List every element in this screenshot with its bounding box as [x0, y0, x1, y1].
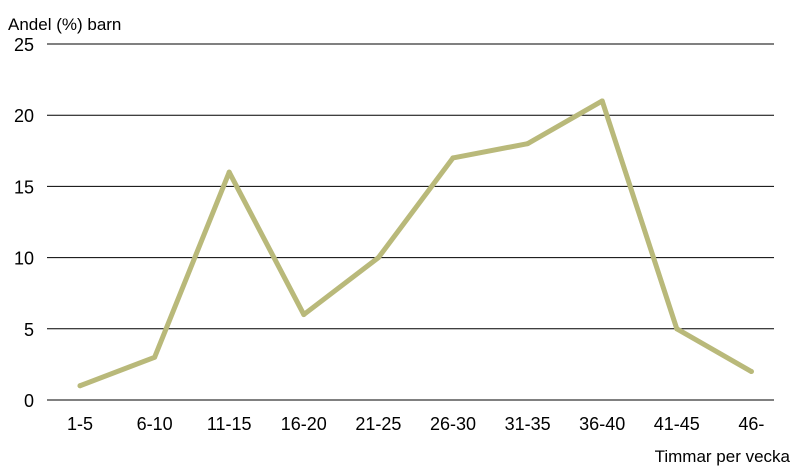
x-axis-label: Timmar per vecka	[655, 447, 791, 466]
x-axis-ticks: 1-5 6-10 11-15 16-20 21-25 26-30 31-35 36-40 41-…	[67, 414, 764, 434]
y-tick-label: 25	[14, 35, 34, 55]
data-point-6-10	[152, 354, 158, 360]
y-tick-label: 10	[14, 249, 34, 269]
series-line	[77, 98, 754, 389]
data-point-46-	[748, 369, 754, 375]
x-tick-label: 36-40	[579, 414, 625, 434]
x-tick-label: 31-35	[505, 414, 551, 434]
data-point-11-15	[226, 169, 232, 175]
data-point-26-30	[450, 155, 456, 161]
data-point-41-45	[674, 326, 680, 332]
data-point-36-40	[599, 98, 605, 104]
series-layer	[77, 98, 754, 389]
y-tick-label: 0	[24, 391, 34, 411]
x-tick-label: 21-25	[355, 414, 401, 434]
y-axis-ticks: 0 5 10 15 20 25	[14, 35, 34, 411]
x-tick-label: 41-45	[654, 414, 700, 434]
data-point-16-20	[301, 312, 307, 318]
y-axis-label: Andel (%) barn	[8, 15, 121, 34]
y-tick-label: 5	[24, 320, 34, 340]
x-tick-label: 16-20	[281, 414, 327, 434]
data-point-21-25	[375, 255, 381, 261]
data-point-31-35	[525, 141, 531, 147]
data-point-1-5	[77, 383, 83, 389]
y-tick-label: 20	[14, 106, 34, 126]
grid-lines	[47, 43, 774, 401]
x-tick-label: 46-	[738, 414, 764, 434]
x-tick-label: 26-30	[430, 414, 476, 434]
x-tick-label: 6-10	[137, 414, 173, 434]
x-tick-label: 11-15	[207, 414, 252, 434]
y-tick-label: 15	[14, 177, 34, 197]
x-tick-label: 1-5	[67, 414, 93, 434]
